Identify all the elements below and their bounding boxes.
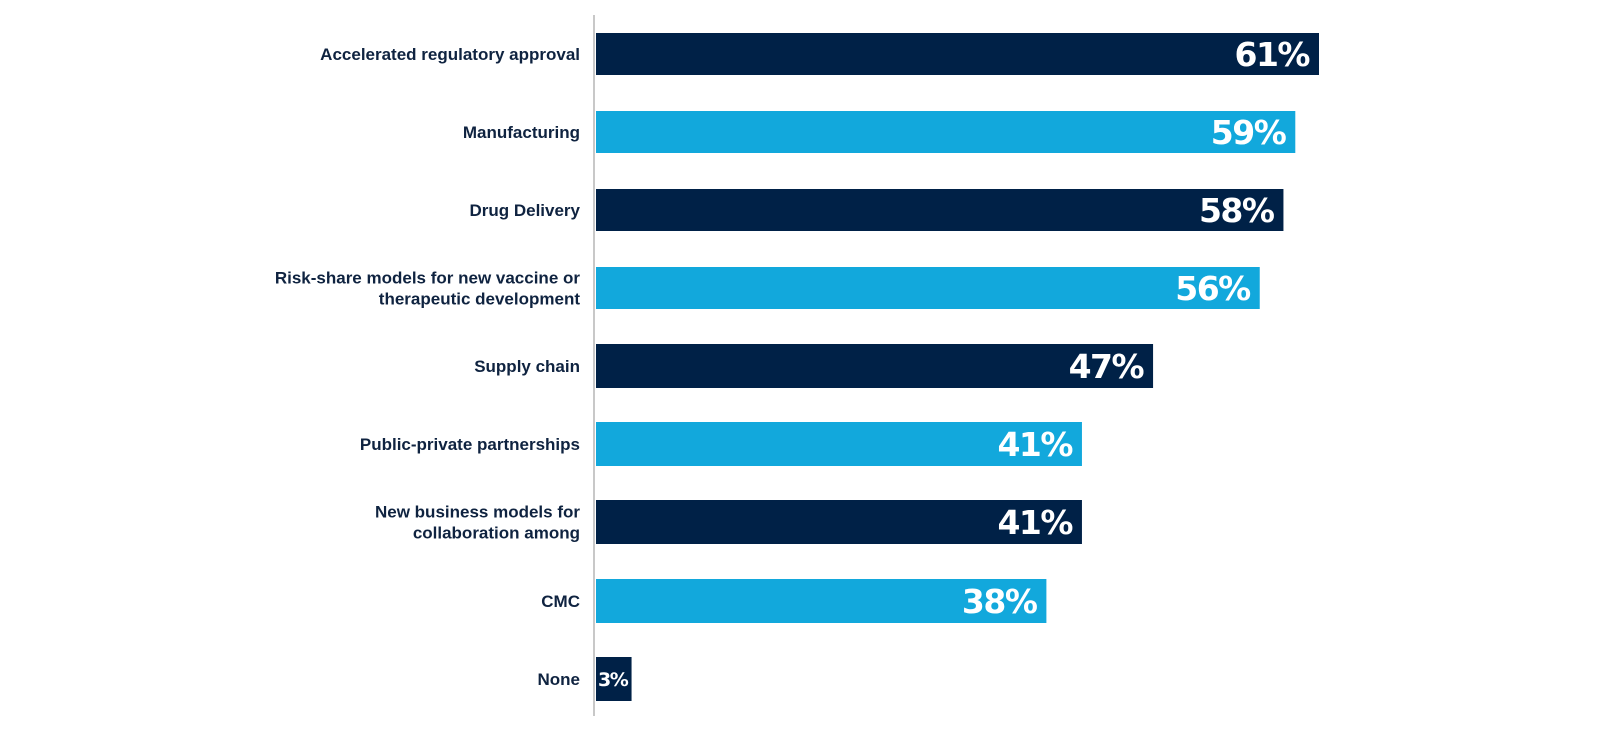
bar-value-label: 3% [598,669,629,691]
bar [596,33,1319,75]
category-label: CMC [541,592,580,611]
bar-value-label: 47% [1069,347,1145,386]
bar [596,267,1260,309]
bar-value-label: 59% [1211,113,1287,152]
bar-value-label: 41% [997,425,1073,464]
category-label: Supply chain [474,357,580,376]
bar [596,500,1082,544]
category-label: New business models for [375,503,580,522]
bar-value-label: 58% [1199,191,1275,230]
bar [596,344,1154,388]
bar [596,111,1296,153]
category-label: therapeutic development [379,290,581,309]
category-label: collaboration among [413,524,580,543]
bar [596,422,1082,466]
bar [596,657,632,701]
bar-value-label: 41% [997,503,1073,542]
bar-value-label: 38% [962,582,1038,621]
bars-group: 61% Accelerated regulatory approval 59% Man… [275,33,1319,701]
bar [596,579,1047,623]
bar [596,189,1284,231]
bar-value-label: 56% [1175,269,1251,308]
category-label: Manufacturing [463,123,580,142]
category-label: Risk-share models for new vaccine or [275,269,581,288]
category-label: Accelerated regulatory approval [320,45,580,64]
bar-value-label: 61% [1235,35,1311,74]
category-label: Public-private partnerships [360,435,580,454]
category-label: Drug Delivery [469,201,580,220]
category-label: None [538,670,581,689]
